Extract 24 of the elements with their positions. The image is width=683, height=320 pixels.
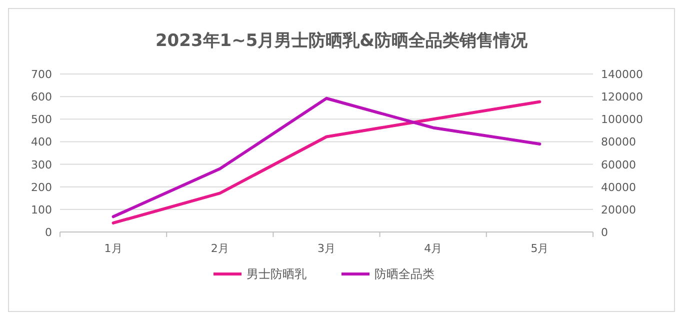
y-tick-label: 400 <box>31 136 52 149</box>
y-tick-label: 500 <box>31 113 52 126</box>
y2-tick-label: 140000 <box>601 68 643 81</box>
legend-label: 防晒全品类 <box>374 267 434 281</box>
x-tick-label: 2月 <box>210 242 229 255</box>
x-tick-label: 4月 <box>424 242 442 255</box>
chart-title: 2023年1~5月男士防晒乳&防晒全品类销售情况 <box>155 31 529 51</box>
y-tick-label: 100 <box>31 203 52 216</box>
x-tick-label: 3月 <box>318 242 336 255</box>
y-tick-label: 200 <box>31 180 52 194</box>
y-tick-label: 300 <box>31 158 52 172</box>
y2-tick-label: 20000 <box>601 203 636 216</box>
y-tick-label: 700 <box>31 68 52 81</box>
x-tick-label: 1月 <box>104 242 122 255</box>
legend-label: 男士防晒乳 <box>246 267 306 281</box>
y-tick-label: 600 <box>31 90 52 104</box>
y2-tick-label: 80000 <box>601 136 636 149</box>
y2-tick-label: 60000 <box>601 158 636 172</box>
y-tick-label: 0 <box>45 226 52 239</box>
y2-tick-label: 100000 <box>601 113 643 126</box>
x-tick-label: 5月 <box>530 242 549 255</box>
y2-tick-label: 40000 <box>601 180 636 194</box>
y2-tick-label: 0 <box>601 226 608 239</box>
y2-tick-label: 120000 <box>601 90 643 104</box>
